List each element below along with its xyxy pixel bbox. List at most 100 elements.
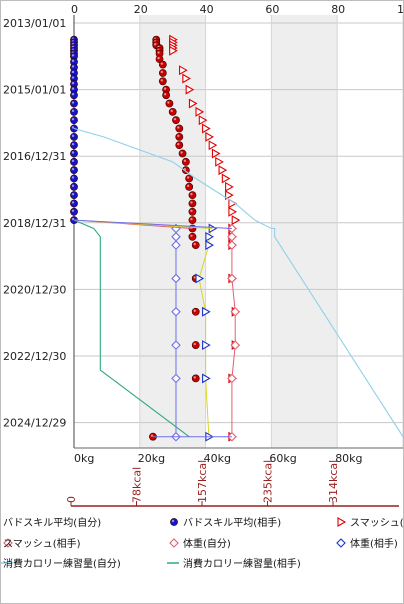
- data-point-2-17: [221, 173, 231, 184]
- data-point-1-11-shine: [163, 92, 167, 96]
- data-point-4-4: [171, 306, 181, 317]
- kcal-tick-label: 0: [65, 496, 78, 503]
- data-point-1-32: [191, 341, 200, 349]
- data-point-1-18-shine: [180, 151, 183, 154]
- data-point-0-26: [70, 199, 78, 208]
- data-point-1-18: [178, 149, 187, 158]
- data-point-5-6: [202, 373, 211, 384]
- x-top-tick-label: 100: [397, 3, 404, 16]
- data-point-0-25-shine: [71, 192, 75, 196]
- legend-marker-0-1-shine: [171, 519, 175, 523]
- data-point-0-13-shine: [71, 92, 75, 96]
- data-point-3-6: [227, 373, 237, 384]
- series-0: [70, 35, 78, 225]
- data-point-1-15-shine: [177, 126, 180, 129]
- data-point-1-17: [175, 141, 184, 150]
- series-6: [73, 127, 403, 438]
- data-point-1-24: [188, 199, 197, 208]
- shaded-band-0: [139, 15, 206, 448]
- data-point-1-23-shine: [190, 192, 193, 196]
- data-point-1-13: [168, 107, 177, 116]
- data-point-1-9-shine: [160, 79, 164, 82]
- x-bottom-tick-label: 40kg: [204, 452, 231, 465]
- data-point-1-30-shine: [193, 276, 196, 279]
- y-tick-label: 2013/01/01: [3, 17, 66, 30]
- data-point-0-16: [70, 116, 78, 125]
- kcal-tick-label: 235kcal: [262, 460, 275, 503]
- data-point-2-22: [231, 215, 241, 226]
- data-point-1-12-shine: [167, 101, 170, 104]
- x-top-tick-label: 40: [200, 3, 214, 16]
- data-point-3-5: [230, 340, 240, 350]
- data-point-2-16: [218, 165, 228, 176]
- data-point-1-22: [185, 182, 194, 191]
- data-point-1-34-shine: [150, 434, 154, 437]
- data-point-0-22-shine: [71, 167, 75, 171]
- data-point-2-4: [169, 45, 178, 56]
- data-point-0-24: [70, 182, 78, 191]
- series-7: [73, 219, 190, 438]
- series-line-6: [73, 127, 403, 438]
- data-point-3-2: [227, 240, 237, 250]
- data-point-0-26-shine: [71, 201, 75, 204]
- data-point-0-18-shine: [71, 134, 75, 138]
- legend-marker-0-1: [170, 518, 178, 526]
- data-point-0-23: [70, 174, 78, 183]
- data-point-1-23: [188, 191, 197, 200]
- x-top-tick-label: 60: [265, 3, 279, 16]
- connector-line-2: [73, 219, 232, 229]
- data-point-1-31-shine: [193, 309, 196, 312]
- data-point-2-13: [208, 140, 218, 151]
- data-point-2-6: [182, 73, 191, 84]
- data-point-2-15: [215, 156, 224, 167]
- data-point-1-9: [158, 77, 167, 86]
- data-point-0-19: [70, 141, 78, 150]
- data-point-0-22: [70, 166, 78, 175]
- data-point-0-12-shine: [71, 87, 75, 90]
- data-point-0-19-shine: [71, 142, 75, 146]
- data-point-1-29-shine: [193, 242, 196, 246]
- data-point-1-8-shine: [160, 70, 164, 74]
- data-point-0-27-shine: [71, 209, 75, 213]
- y-tick-label: 2024/12/29: [3, 417, 66, 430]
- data-point-4-2: [171, 240, 181, 250]
- data-point-1-26-shine: [190, 217, 193, 221]
- series-1: [149, 35, 200, 441]
- data-point-2-19: [225, 190, 234, 201]
- data-point-0-27: [70, 207, 78, 216]
- data-point-1-25-shine: [190, 209, 193, 213]
- x-top-tick-label: 80: [331, 3, 345, 16]
- data-point-4-6: [171, 373, 181, 384]
- data-point-2-5: [179, 65, 188, 76]
- data-point-0-20: [70, 149, 78, 158]
- data-point-1-22-shine: [186, 184, 190, 188]
- data-point-1-26: [188, 216, 197, 225]
- data-point-1-25: [188, 207, 197, 216]
- kcal-tick-label: 78kcal: [131, 467, 144, 503]
- legend-label: バドスキル平均(自分): [3, 516, 101, 529]
- data-point-1-32-shine: [193, 342, 196, 346]
- data-point-1-21-shine: [186, 176, 190, 179]
- data-point-5-1: [205, 231, 214, 242]
- data-point-0-16-shine: [71, 117, 75, 121]
- x-top-tick-label: 20: [134, 3, 148, 16]
- data-point-0-15: [70, 107, 78, 116]
- data-point-1-29: [191, 241, 200, 250]
- data-point-1-33: [191, 374, 200, 383]
- data-point-0-15-shine: [71, 109, 75, 113]
- data-point-5-5: [202, 340, 211, 351]
- data-point-0-23-shine: [71, 176, 75, 179]
- data-point-0-11-shine: [71, 81, 75, 85]
- x-top-tick-label: 0: [71, 3, 78, 16]
- data-point-0-8-shine: [71, 65, 75, 68]
- data-point-2-14: [211, 148, 221, 159]
- data-point-2-10: [198, 115, 208, 126]
- legend-label: 体重(相手): [350, 537, 398, 550]
- data-point-1-7-shine: [160, 62, 164, 65]
- legend-label: 消費カロリー練習量(相手): [183, 557, 301, 570]
- legend-label: 体重(自分): [183, 537, 231, 550]
- data-point-0-20-shine: [71, 151, 75, 154]
- data-point-0-21: [70, 157, 78, 166]
- data-point-1-15: [175, 124, 184, 133]
